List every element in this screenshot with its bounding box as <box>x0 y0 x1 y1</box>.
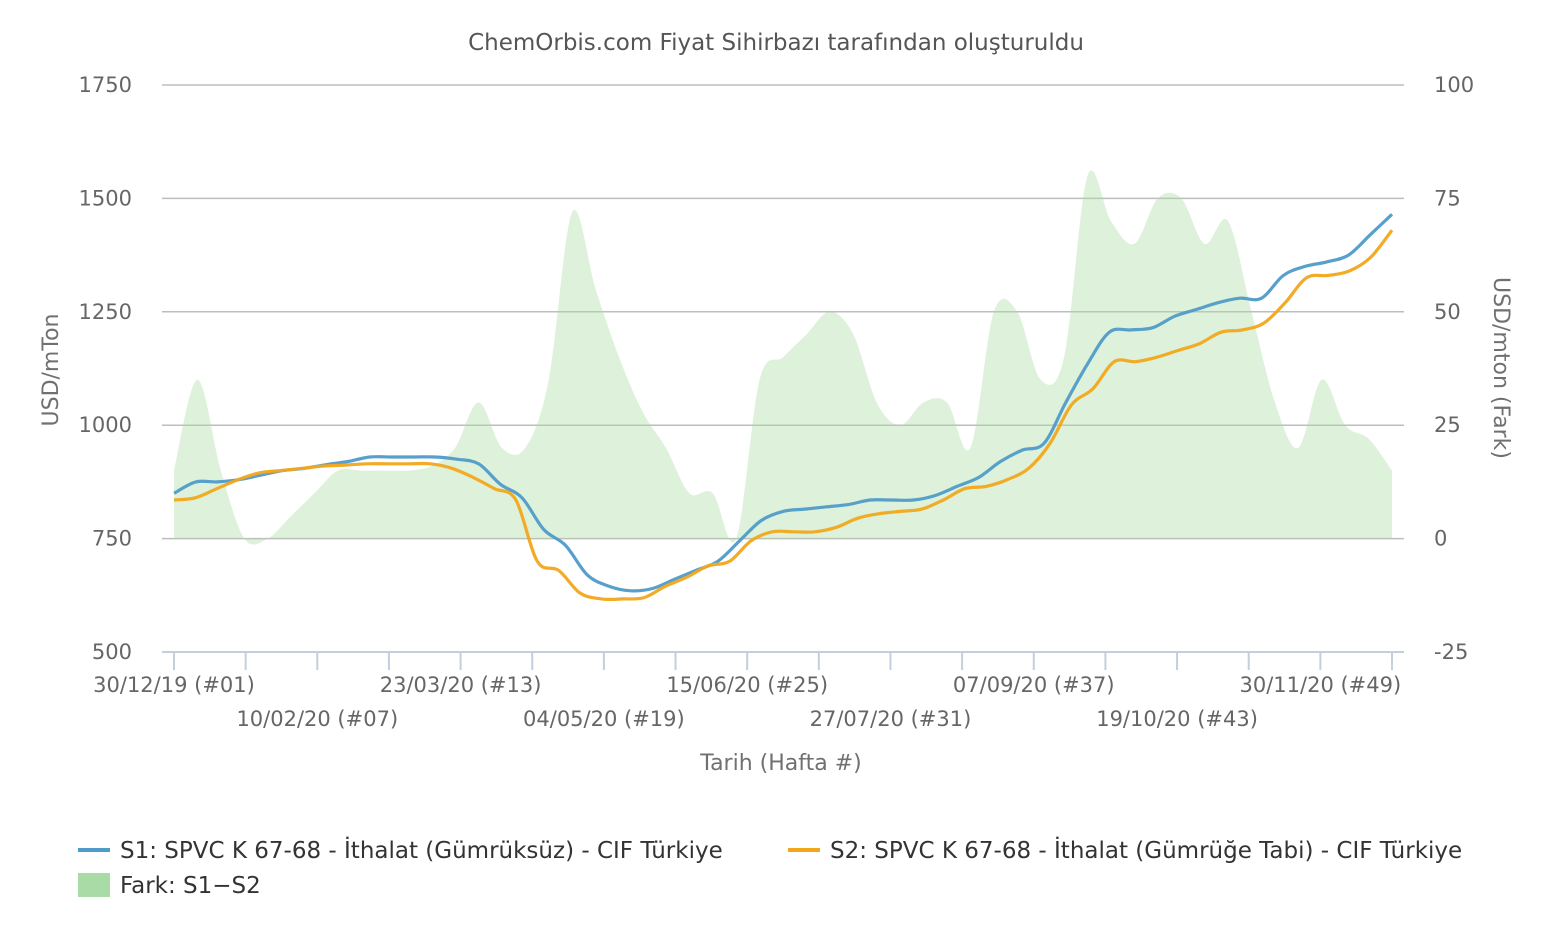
y-tick-label-right: -25 <box>1434 640 1468 664</box>
x-tick-label: 23/03/20 (#13) <box>380 673 542 697</box>
y-tick-label-left: 1750 <box>79 73 132 97</box>
series-line-s1 <box>173 213 1394 593</box>
legend-item-s1[interactable]: S1: SPVC K 67-68 - İthalat (Gümrüksüz) -… <box>78 836 723 864</box>
x-axis-title: Tarih (Hafta #) <box>699 751 861 776</box>
y-tick-label-left: 1250 <box>79 300 132 324</box>
series-area-diff <box>174 170 1392 545</box>
y-tick-label-left: 1000 <box>79 413 132 437</box>
y-tick-label-right: 25 <box>1434 413 1461 437</box>
gridlines <box>162 84 1404 540</box>
legend-swatch-diff <box>78 873 110 897</box>
x-axis-tick-labels: 30/12/19 (#01) 10/02/20 (#07) 23/03/20 (#1… <box>93 673 1401 731</box>
y-tick-label-left: 750 <box>92 527 132 551</box>
y-axis-left-title: USD/mTon <box>39 314 64 427</box>
y-axis-left-ticks: 500 750 1000 1250 1500 1750 <box>79 73 132 664</box>
x-axis <box>162 651 1404 670</box>
x-tick-label: 27/07/20 (#31) <box>810 707 972 731</box>
x-tick-label: 15/06/20 (#25) <box>666 673 828 697</box>
x-tick-label: 30/11/20 (#49) <box>1240 673 1402 697</box>
legend-label-s1: S1: SPVC K 67-68 - İthalat (Gümrüksüz) -… <box>120 836 723 864</box>
y-tick-label-left: 500 <box>92 640 132 664</box>
legend-label-diff: Fark: S1−S2 <box>120 873 261 899</box>
y-tick-label-right: 50 <box>1434 300 1461 324</box>
x-tick-label: 30/12/19 (#01) <box>93 673 255 697</box>
y-tick-label-right: 100 <box>1434 73 1474 97</box>
y-axis-right-ticks: -25 0 25 50 75 100 <box>1434 73 1474 664</box>
legend-item-diff[interactable]: Fark: S1−S2 <box>78 873 261 899</box>
legend: S1: SPVC K 67-68 - İthalat (Gümrüksüz) -… <box>78 836 1462 899</box>
x-tick-label: 07/09/20 (#37) <box>953 673 1115 697</box>
y-axis-right-title: USD/mton (Fark) <box>1488 277 1513 459</box>
x-tick-label: 04/05/20 (#19) <box>523 707 685 731</box>
series-lines <box>173 213 1394 602</box>
x-tick-label: 19/10/20 (#43) <box>1096 707 1258 731</box>
y-tick-label-right: 0 <box>1434 527 1447 551</box>
x-tick-label: 10/02/20 (#07) <box>236 707 398 731</box>
series-line-s2 <box>173 229 1394 602</box>
chart-title: ChemOrbis.com Fiyat Sihirbazı tarafından… <box>468 30 1084 56</box>
y-tick-label-right: 75 <box>1434 186 1461 210</box>
y-tick-label-left: 1500 <box>79 186 132 210</box>
legend-item-s2[interactable]: S2: SPVC K 67-68 - İthalat (Gümrüğe Tabi… <box>788 836 1462 864</box>
legend-label-s2: S2: SPVC K 67-68 - İthalat (Gümrüğe Tabi… <box>830 836 1462 864</box>
difference-area <box>174 170 1392 545</box>
